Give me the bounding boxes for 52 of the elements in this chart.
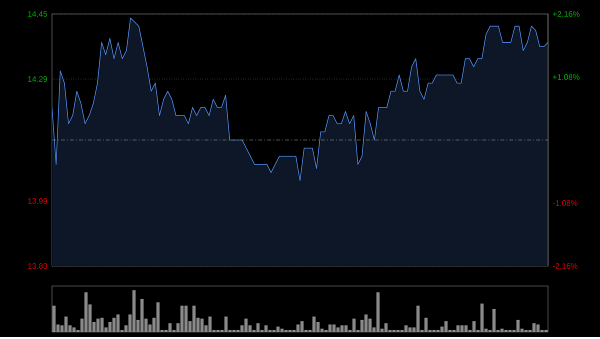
bar <box>472 321 476 332</box>
bar <box>456 325 460 332</box>
bar <box>424 318 428 332</box>
bar <box>404 325 408 332</box>
bar <box>112 318 116 332</box>
bar <box>140 299 144 332</box>
bar <box>328 324 332 332</box>
bar <box>464 325 468 332</box>
bar <box>364 314 368 332</box>
bar <box>460 325 464 332</box>
bar <box>100 318 104 332</box>
bar <box>444 321 448 332</box>
bar <box>256 323 260 332</box>
bar <box>368 318 372 332</box>
bar <box>280 328 284 332</box>
bar <box>96 318 100 332</box>
bar <box>336 327 340 332</box>
bar <box>208 316 212 332</box>
bar <box>300 321 304 332</box>
bar <box>192 306 196 332</box>
bar <box>312 316 316 332</box>
bar <box>72 327 76 332</box>
bar <box>184 306 188 332</box>
bar <box>536 324 540 332</box>
bar <box>352 318 356 332</box>
bar <box>116 314 120 332</box>
bar <box>340 325 344 332</box>
bar <box>244 318 248 332</box>
bar <box>332 324 336 332</box>
bar <box>200 318 204 332</box>
bar <box>408 327 412 332</box>
bar <box>500 328 504 332</box>
bar <box>52 306 56 332</box>
bar <box>376 292 380 332</box>
bar <box>156 302 160 332</box>
bar <box>344 325 348 332</box>
bar <box>64 316 68 332</box>
bar <box>492 309 496 332</box>
bar <box>168 323 172 332</box>
bar <box>516 320 520 332</box>
bar <box>180 306 184 332</box>
bar <box>296 324 300 332</box>
bar <box>480 304 484 332</box>
bar <box>108 322 112 332</box>
bar <box>384 323 388 332</box>
bar <box>276 326 280 332</box>
bar <box>264 325 268 332</box>
bar <box>224 316 228 332</box>
bar <box>84 292 88 332</box>
bar <box>532 323 536 332</box>
bar <box>132 290 136 332</box>
bar <box>416 306 420 332</box>
